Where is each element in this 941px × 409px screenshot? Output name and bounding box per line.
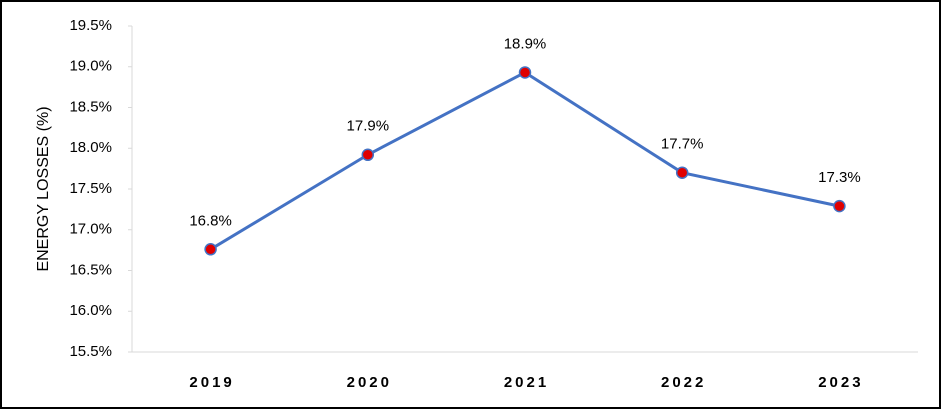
- data-label: 17.9%: [347, 118, 390, 135]
- y-tick-label: 17.5%: [69, 180, 112, 197]
- marker: [204, 243, 217, 256]
- y-tick-label: 18.5%: [69, 98, 112, 115]
- y-tick-label: 16.5%: [69, 261, 112, 278]
- x-tick-label: 2021: [504, 374, 549, 391]
- data-label: 16.8%: [189, 212, 232, 229]
- y-tick-label: 19.5%: [69, 17, 112, 34]
- x-tick-label: 2022: [661, 374, 706, 391]
- marker: [361, 148, 375, 162]
- data-label: 18.9%: [504, 35, 547, 52]
- data-label: 17.3%: [818, 169, 861, 186]
- y-tick-label: 19.0%: [69, 58, 112, 75]
- x-tick-label: 2020: [347, 374, 392, 391]
- data-label: 17.7%: [661, 136, 704, 153]
- y-tick-label: 17.0%: [69, 221, 112, 238]
- marker: [518, 66, 532, 79]
- y-tick-label: 15.5%: [69, 343, 112, 360]
- marker: [675, 166, 689, 179]
- y-tick-label: 16.0%: [69, 302, 112, 319]
- marker: [833, 199, 846, 213]
- x-tick-label: 2019: [189, 374, 234, 391]
- y-axis-label: ENERGY LOSSES (%): [35, 106, 52, 271]
- y-tick-label: 18.0%: [69, 139, 112, 156]
- x-tick-label: 2023: [818, 374, 863, 391]
